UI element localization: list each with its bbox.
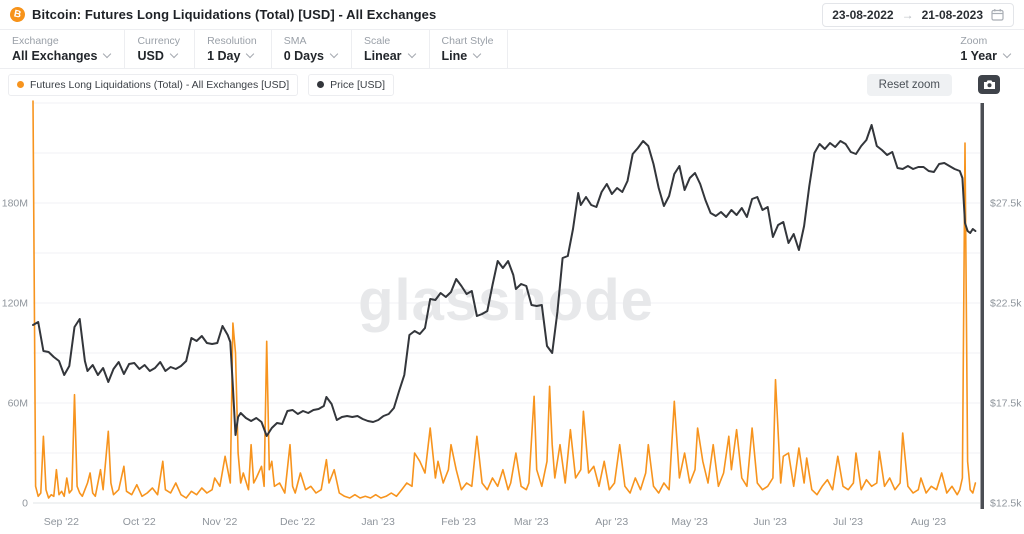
camera-icon xyxy=(983,80,995,89)
chart-style-dropdown[interactable]: Chart Style Line xyxy=(430,30,509,68)
y-axis-label-right: $17.5k xyxy=(990,398,1022,410)
x-axis-label: Mar '23 xyxy=(514,516,549,528)
bitcoin-icon: B xyxy=(8,5,27,24)
x-axis-label: Apr '23 xyxy=(595,516,628,528)
scale-dropdown[interactable]: Scale Linear xyxy=(352,30,430,68)
legend-item-price[interactable]: Price [USD] xyxy=(308,73,394,96)
y-axis-label-left: 180M xyxy=(2,198,28,210)
x-axis-label: Dec '22 xyxy=(280,516,315,528)
scale-label: Scale xyxy=(364,35,391,47)
chevron-down-icon xyxy=(329,49,339,59)
header: B Bitcoin: Futures Long Liquidations (To… xyxy=(0,0,1024,30)
exchange-value: All Exchanges xyxy=(12,49,98,63)
sma-label: SMA xyxy=(283,35,307,47)
x-axis-label: Aug '23 xyxy=(911,516,946,528)
exchange-label: Exchange xyxy=(12,35,59,47)
chevron-down-icon xyxy=(407,49,416,59)
exchange-dropdown[interactable]: Exchange All Exchanges xyxy=(0,30,126,68)
x-axis-label: Nov '22 xyxy=(202,516,237,528)
chart-style-label: Chart Style xyxy=(441,35,494,47)
liquidations-series-dot-icon xyxy=(17,81,24,88)
date-to[interactable]: 21-08-2023 xyxy=(921,7,983,22)
resolution-label: Resolution xyxy=(207,35,257,47)
sma-value: 0 Days xyxy=(283,49,324,63)
y-axis-label-left: 0 xyxy=(22,498,28,510)
resolution-value: 1 Day xyxy=(207,49,241,63)
chevron-down-icon xyxy=(1002,49,1012,59)
legend-item-label: Price [USD] xyxy=(330,78,385,91)
chevron-down-icon xyxy=(169,49,179,59)
x-axis-label: Jan '23 xyxy=(361,516,395,528)
y-axis-label-left: 120M xyxy=(2,298,28,310)
x-axis-label: Feb '23 xyxy=(441,516,476,528)
chevron-down-icon xyxy=(246,49,255,59)
reset-zoom-button[interactable]: Reset zoom xyxy=(866,73,952,96)
chart-canvas[interactable]: glassnode 180M 120M 60M 0 $27.5k $22.5k $17.5k $… xyxy=(0,100,1024,534)
x-axis-label: Jul '23 xyxy=(833,516,863,528)
currency-value: USD xyxy=(137,49,164,63)
price-series-dot-icon xyxy=(317,81,325,88)
page-title: Bitcoin: Futures Long Liquidations (Tota… xyxy=(32,7,437,22)
chart-plot-area[interactable]: glassnode 180M 120M 60M 0 $27.5k $22.5k $17.5k $… xyxy=(0,100,1024,534)
chart-style-value: Line xyxy=(441,49,468,63)
price-series-line xyxy=(32,124,977,437)
zoom-value: 1 Year xyxy=(960,49,997,63)
x-axis-label: Sep '22 xyxy=(44,516,79,528)
chevron-down-icon xyxy=(472,49,482,59)
chart-toolbar: Exchange All Exchanges Currency USD Reso… xyxy=(0,30,1024,69)
glassnode-watermark: glassnode xyxy=(358,268,654,333)
x-axis-label: Jun '23 xyxy=(753,516,787,528)
legend-item-liquidations[interactable]: Futures Long Liquidations (Total) - All … xyxy=(8,73,299,96)
x-axis-label: May '23 xyxy=(671,516,708,528)
sma-dropdown[interactable]: SMA 0 Days xyxy=(272,30,352,68)
y-axis-label-right: $27.5k xyxy=(990,198,1022,210)
scale-value: Linear xyxy=(364,49,402,63)
y-axis-label-right: $12.5k xyxy=(990,498,1022,510)
resolution-dropdown[interactable]: Resolution 1 Day xyxy=(195,30,272,68)
date-range-picker[interactable]: 23-08-2022 → 21-08-2023 xyxy=(822,2,1014,27)
legend-item-label: Futures Long Liquidations (Total) - All … xyxy=(30,78,290,91)
y-axis-label-right: $22.5k xyxy=(990,298,1022,310)
zoom-label: Zoom xyxy=(960,35,988,47)
chevron-down-icon xyxy=(103,49,112,59)
currency-label: Currency xyxy=(137,35,181,47)
y-axis-label-left: 60M xyxy=(8,398,28,410)
date-from[interactable]: 23-08-2022 xyxy=(832,7,894,22)
date-arrow-icon: → xyxy=(901,7,914,22)
x-axis-label: Oct '22 xyxy=(123,516,156,528)
calendar-icon xyxy=(991,9,1004,21)
camera-button[interactable] xyxy=(978,75,1000,94)
legend-row: Futures Long Liquidations (Total) - All … xyxy=(0,69,1024,100)
right-axis-bar xyxy=(980,103,984,509)
zoom-dropdown[interactable]: Zoom 1 Year xyxy=(948,30,1024,68)
currency-dropdown[interactable]: Currency USD xyxy=(125,30,196,68)
liquidations-series-line xyxy=(32,100,977,499)
